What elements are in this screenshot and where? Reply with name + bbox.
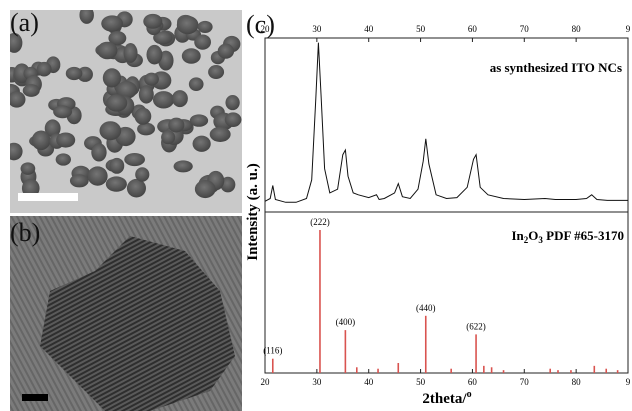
nanoparticle [188, 77, 204, 92]
panel-b-label: (b) [10, 218, 41, 247]
nanoparticle [69, 174, 89, 188]
tem-image-b [10, 216, 242, 411]
top-tick-label: 40 [364, 24, 374, 34]
nanoparticle [65, 66, 83, 81]
nanoparticle [194, 34, 211, 50]
nanoparticle [217, 43, 235, 59]
nanoparticle [172, 90, 188, 108]
tem-image-a-graphic [10, 10, 242, 213]
nanoparticle [124, 152, 145, 167]
nanoparticle [105, 176, 127, 192]
anno-sub2: 3 [538, 235, 543, 245]
nanoparticle [146, 44, 163, 65]
top-tick-label: 70 [520, 24, 530, 34]
tem-image-b-graphic [10, 216, 242, 411]
nanoparticle [36, 61, 52, 77]
nanoparticle [135, 167, 150, 182]
nanoparticle [10, 91, 26, 108]
xlabel-degree: o [467, 389, 472, 400]
nanoparticle [194, 180, 216, 199]
bottom-tick-label: 40 [364, 377, 374, 387]
xrd-pattern-line [264, 42, 628, 203]
bottom-tick-label: 60 [468, 377, 478, 387]
bottom-tick-label: 70 [520, 377, 530, 387]
anno-sub1: 2 [524, 235, 529, 245]
bottom-annotation: In2O3 PDF #65-3170 [511, 228, 624, 245]
nanoparticle [44, 119, 61, 138]
top-annotation: as synthesized ITO NCs [490, 60, 622, 75]
nanoparticle [106, 94, 128, 112]
nanoparticle [56, 132, 76, 148]
peak-label: (116) [263, 346, 282, 356]
nanoparticle [168, 117, 185, 133]
nanoparticle [101, 15, 124, 32]
top-tick-label: 50 [416, 24, 426, 34]
peak-label: (400) [336, 317, 356, 327]
nanoparticle [79, 10, 94, 24]
nanoparticle [115, 81, 138, 99]
nanoparticle [138, 85, 154, 104]
nanoparticle [137, 122, 156, 136]
nanoparticle [181, 48, 201, 64]
nanoparticle [91, 143, 107, 162]
nanoparticle [109, 157, 125, 174]
nanoparticle [55, 153, 71, 166]
nanoparticle [209, 126, 231, 143]
nanoparticle [161, 130, 176, 145]
nanoparticle [102, 68, 122, 88]
peak-label: (622) [466, 321, 486, 331]
top-tick-label: 20 [261, 24, 271, 34]
peak-label: (440) [416, 303, 436, 313]
xlabel-text: 2theta/ [422, 391, 467, 407]
nanoparticle [126, 178, 146, 198]
nanoparticle [197, 20, 213, 33]
xrd-bottom-panel: 20 30 40 50 60 70 80 9 (116) (222) (400) (440) (622) [261, 211, 631, 387]
nanoparticle [53, 105, 73, 119]
nanoparticle [10, 142, 23, 161]
nanoparticle [153, 31, 173, 45]
nanoparticle [31, 130, 51, 151]
y-axis-label: Intensity (a. u.) [245, 163, 261, 261]
x-axis-label: 2theta/o [422, 389, 471, 407]
nanoparticle [144, 72, 159, 86]
bottom-tick-label: 30 [312, 377, 322, 387]
nanoparticle [173, 160, 193, 173]
nanoparticle [192, 135, 211, 152]
nanoparticle [225, 95, 240, 111]
bottom-tick-label: 80 [572, 377, 582, 387]
top-tick-label: 9 [626, 24, 631, 34]
nanoparticle [20, 162, 36, 175]
nanoparticle [224, 112, 242, 127]
nanoparticle [208, 65, 225, 79]
xrd-top-panel: 20 30 40 50 60 70 80 9 [261, 24, 631, 213]
bottom-tick-label: 20 [261, 377, 271, 387]
bottom-tick-label: 9 [626, 377, 631, 387]
nanoparticle [97, 41, 118, 60]
panel-c-label: (c) [246, 10, 275, 39]
nanoparticle [152, 91, 175, 109]
nanoparticle [10, 32, 23, 53]
top-tick-label: 80 [572, 24, 582, 34]
nanoparticle [176, 15, 199, 35]
nanoparticle [143, 13, 163, 29]
bottom-tick-label: 50 [416, 377, 426, 387]
nanoparticle [87, 166, 108, 186]
panel-a-label: (a) [10, 8, 39, 37]
nanoparticle [189, 114, 209, 127]
anno-rest: PDF #65-3170 [543, 228, 624, 243]
peak-label: (222) [310, 217, 330, 227]
nanoparticle [99, 121, 122, 141]
anno-o: O [528, 228, 538, 243]
top-tick-label: 30 [312, 24, 322, 34]
nanoparticle [108, 30, 127, 46]
tem-image-a [10, 10, 242, 213]
nanoparticle [134, 107, 152, 125]
anno-in: In [511, 228, 524, 243]
nanoparticle [123, 43, 138, 63]
nanoparticle [22, 84, 40, 97]
bottom-frame [264, 211, 629, 374]
top-tick-label: 60 [468, 24, 478, 34]
